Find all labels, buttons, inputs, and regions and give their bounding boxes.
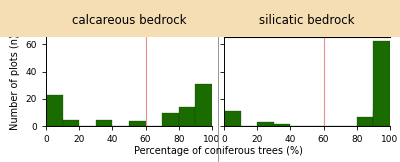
Bar — [162, 113, 179, 126]
Text: Percentage of coniferous trees (%): Percentage of coniferous trees (%) — [134, 145, 302, 156]
Text: calcareous bedrock: calcareous bedrock — [72, 14, 186, 27]
Bar — [179, 107, 196, 126]
Y-axis label: Number of plots (n): Number of plots (n) — [10, 34, 20, 130]
Bar — [374, 41, 390, 126]
Bar — [62, 120, 79, 126]
Text: silicatic bedrock: silicatic bedrock — [259, 14, 355, 27]
Bar — [274, 124, 290, 126]
Bar — [224, 111, 241, 126]
Bar — [96, 120, 112, 126]
Bar — [257, 122, 274, 126]
Bar — [129, 121, 146, 126]
Bar — [374, 111, 390, 126]
Bar — [357, 117, 374, 126]
Bar — [196, 84, 212, 126]
Bar — [46, 95, 62, 126]
